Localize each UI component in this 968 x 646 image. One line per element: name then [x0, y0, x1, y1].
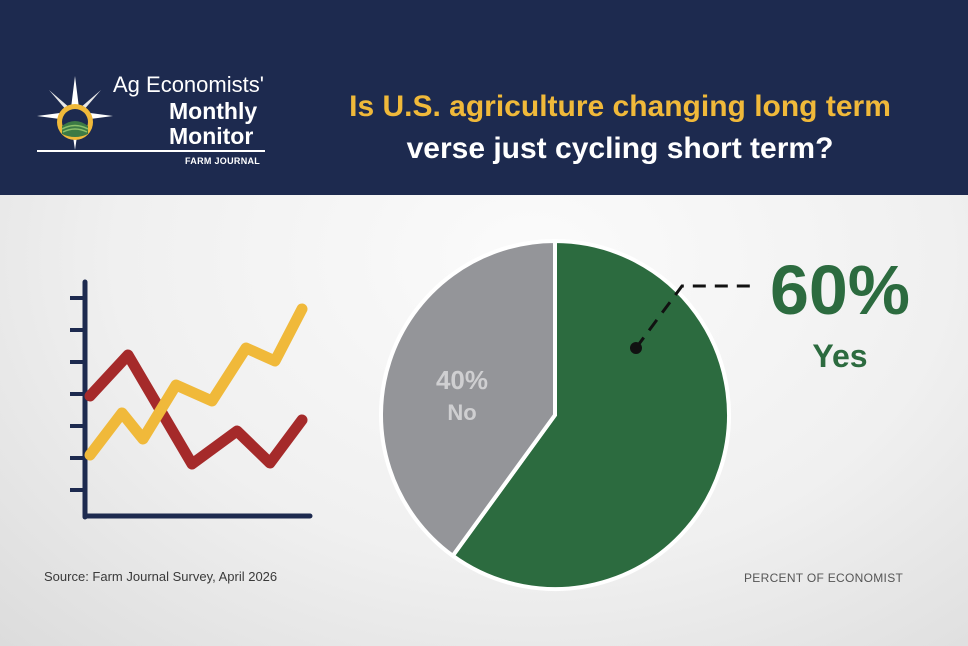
logo-divider: [37, 150, 265, 152]
yes-leader-line: [630, 284, 758, 354]
logo: Ag Economists' Monthly Monitor FARM JOUR…: [35, 70, 275, 170]
pie-slice-no: [379, 238, 557, 559]
compass-sun-logo-icon: [37, 76, 113, 150]
header-banner: Ag Economists' Monthly Monitor FARM JOUR…: [0, 0, 968, 195]
title-line-2: verse just cycling short term?: [406, 132, 834, 165]
logo-line-1: Ag Economists': [113, 72, 264, 97]
data-label-no-value: 40%: [436, 365, 488, 395]
data-label-yes-name: Yes: [812, 338, 867, 374]
data-label-yes-value: 60%: [770, 251, 910, 329]
logo-line-3: Monitor: [169, 123, 254, 149]
pie-slice-yes: [449, 238, 731, 591]
logo-line-2: Monthly: [169, 98, 258, 124]
title-line-1: Is U.S. agriculture changing long term: [349, 90, 891, 123]
leader-dot: [630, 342, 642, 354]
data-label-no-name: No: [447, 400, 476, 425]
chart-title: Is U.S. agriculture changing long term v…: [300, 86, 940, 170]
source-note: Source: Farm Journal Survey, April 2026: [44, 569, 278, 584]
chart-caption: PERCENT OF ECONOMIST: [744, 571, 904, 585]
logo-brand: FARM JOURNAL: [185, 156, 261, 166]
